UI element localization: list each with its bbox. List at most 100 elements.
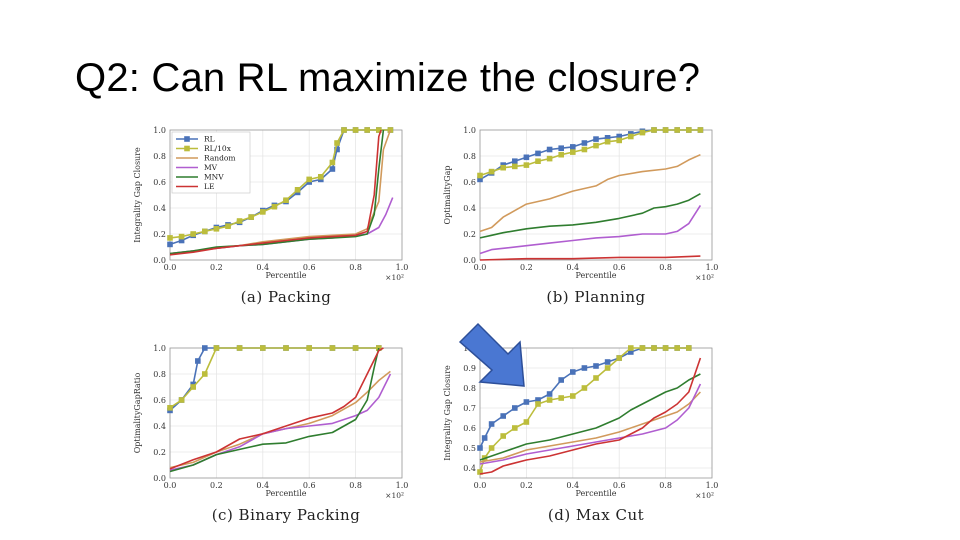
x-axis-label: Percentile <box>575 271 616 280</box>
x-tick-label: 1.0 <box>396 481 409 490</box>
y-tick-label: 0.0 <box>153 474 166 483</box>
data-point-rl-10x <box>294 187 301 193</box>
plot-area <box>170 348 402 478</box>
legend-label-mv: MV <box>204 163 218 172</box>
y-tick-label: 0.0 <box>463 256 476 265</box>
data-point-rl <box>477 176 483 183</box>
y-tick-label: 0.6 <box>153 178 166 187</box>
data-point-rl <box>546 391 553 397</box>
data-point-rl <box>593 363 599 369</box>
data-point-rl-10x <box>535 401 541 407</box>
x-tick-label: 0.4 <box>566 481 579 490</box>
y-tick-label: 0.8 <box>463 384 476 393</box>
data-point-rl <box>604 359 611 365</box>
data-point-rl-10x <box>686 345 692 351</box>
legend-box <box>171 131 251 194</box>
y-tick-label: 0.6 <box>463 178 476 187</box>
y-tick-label: 0.8 <box>463 152 476 161</box>
y-tick-label: 1.0 <box>153 126 166 135</box>
data-point-rl <box>500 413 506 419</box>
x-multiplier: ×10² <box>385 491 404 500</box>
data-point-rl-10x <box>477 469 483 475</box>
data-point-rl-10x <box>662 127 669 133</box>
data-point-rl <box>570 144 576 150</box>
data-point-rl-10x <box>639 345 646 351</box>
data-point-rl-10x <box>329 159 336 166</box>
x-tick-label: 1.0 <box>706 481 719 490</box>
data-point-rl-10x <box>352 127 359 133</box>
data-point-rl-10x <box>178 397 185 403</box>
x-tick-label: 0.6 <box>613 263 626 272</box>
series-line-random <box>479 391 701 463</box>
data-point-rl-10x <box>364 127 370 133</box>
data-point-rl-10x <box>512 163 518 170</box>
x-tick-label: 0.4 <box>566 263 579 272</box>
x-tick-label: 0.4 <box>256 481 269 490</box>
data-point-rl-10x <box>535 158 541 164</box>
data-point-rl-10x <box>651 127 657 133</box>
data-point-rl-10x <box>628 345 634 351</box>
series-line-mnv <box>479 373 701 461</box>
data-point-rl <box>481 435 488 441</box>
chart-packing: 0.0 0.2 0.4 0.6 0.8 1.0 0.0 0.2 0.4 0.6 0.8 1.0 Perc… <box>133 126 409 306</box>
data-point-rl-10x <box>225 223 231 229</box>
data-point-rl <box>581 140 588 146</box>
data-point-rl <box>195 358 201 364</box>
x-tick-label: 0.8 <box>659 481 672 490</box>
data-point-rl-10x <box>616 355 622 361</box>
chart-caption: (b) Planning <box>546 288 645 306</box>
data-point-rl-10x <box>376 127 382 133</box>
plot-frame <box>169 129 403 261</box>
y-tick-label: 0.8 <box>153 370 166 379</box>
data-point-rl-10x <box>581 385 588 391</box>
data-point-rl-10x <box>674 127 680 133</box>
x-tick-label: 0.2 <box>210 481 223 490</box>
data-point-rl <box>178 237 185 244</box>
data-point-rl-10x <box>488 168 495 175</box>
data-point-rl-10x <box>523 419 530 425</box>
y-tick-label: 0.4 <box>153 422 166 431</box>
data-point-rl-10x <box>236 218 243 224</box>
data-point-rl <box>334 146 340 153</box>
chart-max-cut: 0.40.50.60.70.80.91.00.00.20.40.60.81.0P… <box>443 344 719 524</box>
data-point-rl <box>535 397 541 403</box>
series-line-mnv <box>169 347 380 473</box>
data-point-rl-10x <box>213 345 220 351</box>
y-tick-label: 0.6 <box>153 396 166 405</box>
data-point-rl-10x <box>558 151 564 158</box>
data-point-rl-10x <box>334 140 340 146</box>
chart-planning: 0.0 0.2 0.4 0.6 0.8 1.0 0.0 0.2 0.4 0.6 0.8 1.0 Perc… <box>443 126 718 306</box>
data-point-rl-10x <box>628 133 634 140</box>
data-point-rl-10x <box>546 397 553 403</box>
data-point-rl-10x <box>248 214 254 220</box>
x-tick-label: 0.6 <box>303 263 316 272</box>
data-point-rl <box>570 369 576 375</box>
plot-frame <box>479 347 713 479</box>
data-point-rl <box>167 241 173 248</box>
data-point-rl <box>523 154 530 161</box>
x-multiplier: ×10² <box>385 273 404 282</box>
y-tick-label: 0.5 <box>463 444 476 453</box>
series-line-random <box>479 153 701 233</box>
data-point-rl-10x <box>271 203 278 210</box>
x-axis-label: Percentile <box>265 271 306 280</box>
series-line-mnv <box>169 129 385 255</box>
series-line-mv <box>479 204 702 255</box>
legend-marker-rl-10x <box>184 145 190 152</box>
data-point-rl <box>202 345 208 351</box>
legend-label-le: LE <box>204 182 214 191</box>
x-tick-label: 1.0 <box>396 263 409 272</box>
data-point-rl <box>546 146 553 153</box>
y-tick-label: 0.7 <box>463 404 476 413</box>
y-tick-label: 0.6 <box>463 424 476 433</box>
data-point-rl-10x <box>260 209 266 215</box>
x-tick-label: 0.2 <box>210 263 223 272</box>
series-line-le <box>169 129 382 256</box>
data-point-rl-10x <box>512 425 518 431</box>
data-point-rl <box>477 445 483 451</box>
y-axis-label: OptimalityGap <box>443 166 452 225</box>
data-point-rl-10x <box>639 129 646 136</box>
data-point-rl-10x <box>581 146 588 153</box>
x-axis-label: Percentile <box>575 489 616 498</box>
x-tick-label: 0.8 <box>349 263 362 272</box>
